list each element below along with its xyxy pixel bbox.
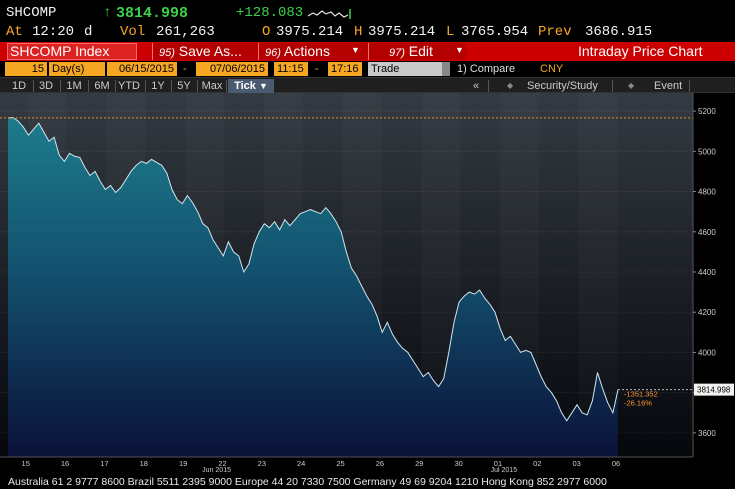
- x-tick-label: 18: [140, 459, 148, 468]
- security-study-button[interactable]: Security/Study: [527, 80, 598, 92]
- end-date-field[interactable]: 07/06/2015: [196, 62, 268, 76]
- x-tick-label: 02: [533, 459, 541, 468]
- volume-value: 261,263: [156, 24, 215, 40]
- last-price: 3814.998: [116, 5, 189, 22]
- x-tick-label: 29: [415, 459, 423, 468]
- up-arrow-icon: ↑: [103, 5, 112, 21]
- actions-menu-button[interactable]: 96) Actions ▼: [258, 43, 368, 60]
- chevron-down-icon: ▼: [258, 81, 268, 91]
- function-title: Intraday Price Chart: [578, 43, 703, 59]
- y-tick-label: 5000: [698, 147, 716, 156]
- market-field-dropdown[interactable]: Trade: [368, 62, 450, 76]
- event-arrow-icon: ◆: [628, 81, 635, 90]
- high-label: H: [354, 24, 363, 40]
- collapse-icon[interactable]: «: [473, 80, 480, 92]
- last-price-tag-label: 3814.998: [697, 386, 731, 395]
- y-tick-label: 4600: [698, 228, 716, 237]
- last-price-tag: [694, 383, 734, 396]
- period-count-field[interactable]: 15: [5, 62, 47, 76]
- x-month-label: Jul 2015: [491, 467, 518, 473]
- period-selector-bar: 1D 3D 1M 6M YTD 1Y 5Y Max Tick ▼ « ◆ Sec…: [0, 77, 735, 93]
- y-tick-label: 4000: [698, 348, 716, 357]
- currency-field[interactable]: CNY: [540, 63, 564, 75]
- quote-time: 12:20: [32, 24, 75, 40]
- chevron-down-icon: ▼: [455, 45, 464, 55]
- quote-header-row2: At 12:20 d Vol 261,263 O 3975.214 H 3975…: [0, 24, 735, 41]
- y-axis-background: [693, 93, 735, 457]
- x-tick-label: 17: [100, 459, 108, 468]
- period-1d[interactable]: 1D: [11, 80, 27, 92]
- period-1m[interactable]: 1M: [66, 80, 82, 92]
- change-pct-label: -26.16%: [624, 399, 652, 408]
- x-tick-label: 15: [22, 459, 30, 468]
- period-max[interactable]: Max: [201, 80, 223, 92]
- ticker-symbol: SHCOMP: [6, 5, 57, 21]
- x-axis: 15 16 17 18 19 22 23 24 25 26 29 30 01 02 03 06 Jun 2015…: [0, 456, 735, 474]
- footer-contacts: Australia 61 2 9777 8600 Brazil 5511 239…: [8, 476, 607, 488]
- chart-canvas: 520050004800460044004200400038003600 151…: [0, 93, 735, 474]
- y-tick-label: 5200: [698, 107, 716, 116]
- time-unit: d: [84, 24, 93, 40]
- sparkline-icon: [308, 9, 351, 19]
- event-button[interactable]: Event: [654, 80, 683, 92]
- x-tick-label: 23: [258, 459, 266, 468]
- time-range-dash: -: [315, 63, 319, 75]
- prev-label: Prev: [538, 24, 572, 40]
- end-time-field[interactable]: 17:16: [328, 62, 362, 76]
- start-time-field[interactable]: 11:15: [274, 62, 308, 76]
- high-value: 3975.214: [368, 24, 436, 40]
- prev-value: 3686.915: [585, 24, 653, 40]
- x-tick-label: 16: [61, 459, 69, 468]
- low-label: L: [446, 24, 455, 40]
- x-axis-background: [0, 457, 735, 473]
- save-as-button[interactable]: 95) Save As...: [152, 43, 258, 60]
- tick-selector[interactable]: Tick ▼: [228, 79, 274, 93]
- price-tags: 3814.998 -1351.352-26.16%: [624, 383, 734, 408]
- price-area: [8, 117, 618, 457]
- x-tick-label: 01: [494, 459, 502, 468]
- x-tick-label: 24: [297, 459, 305, 468]
- y-axis: 520050004800460044004200400038003600: [692, 93, 735, 457]
- x-tick-label: 25: [336, 459, 344, 468]
- period-1y[interactable]: 1Y: [151, 80, 165, 92]
- sort-arrow-icon: ◆: [507, 81, 514, 90]
- dropdown-arrow-icon: [442, 62, 450, 76]
- period-ytd[interactable]: YTD: [118, 80, 140, 92]
- open-value: 3975.214: [276, 24, 344, 40]
- x-tick-label: 30: [454, 459, 462, 468]
- x-tick-label: 19: [179, 459, 187, 468]
- net-change: +128.083: [236, 5, 304, 21]
- compare-button[interactable]: 1) Compare: [457, 63, 516, 75]
- x-tick-label: 06: [612, 459, 620, 468]
- y-tick-label: 4800: [698, 188, 716, 197]
- command-toolbar: SHCOMP Index 95) Save As... 96) Actions …: [0, 42, 735, 61]
- volume-label: Vol: [120, 24, 146, 40]
- price-line: [7, 116, 619, 422]
- y-tick-label: 4400: [698, 268, 716, 277]
- x-tick-label: 22: [218, 459, 226, 468]
- edit-menu-button[interactable]: 97) Edit ▼: [368, 43, 466, 60]
- low-value: 3765.954: [461, 24, 529, 40]
- quote-header-row1: SHCOMP ↑ 3814.998 +128.083: [0, 5, 735, 22]
- open-label: O: [262, 24, 271, 40]
- date-range-dash: -: [183, 63, 187, 75]
- y-tick-label: 4200: [698, 308, 716, 317]
- parameter-bar: 15 Day(s) 06/15/2015 - 07/06/2015 11:15 …: [0, 61, 735, 77]
- chevron-down-icon: ▼: [351, 45, 360, 55]
- period-5y[interactable]: 5Y: [177, 80, 191, 92]
- intraday-price-chart[interactable]: 520050004800460044004200400038003600 151…: [0, 93, 735, 474]
- security-field[interactable]: SHCOMP Index: [7, 43, 137, 60]
- period-unit-field[interactable]: Day(s): [49, 62, 105, 76]
- period-6m[interactable]: 6M: [94, 80, 110, 92]
- change-abs-label: -1351.352: [624, 390, 658, 399]
- period-3d[interactable]: 3D: [38, 80, 54, 92]
- at-label: At: [6, 24, 23, 40]
- x-month-label: Jun 2015: [202, 467, 231, 473]
- x-tick-label: 03: [573, 459, 581, 468]
- y-tick-label: 3600: [698, 429, 716, 438]
- start-date-field[interactable]: 06/15/2015: [107, 62, 177, 76]
- x-tick-label: 26: [376, 459, 384, 468]
